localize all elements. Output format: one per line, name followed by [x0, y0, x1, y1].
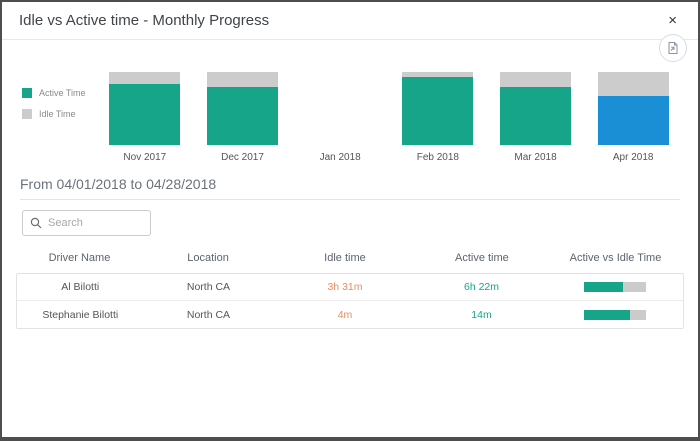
active-vs-idle-progress-bar [583, 282, 646, 292]
search-icon [30, 217, 42, 229]
stacked-bar[interactable] [305, 72, 376, 145]
location-cell: North CA [186, 308, 231, 321]
modal-header: Idle vs Active time - Monthly Progress × [2, 2, 698, 40]
month-label: Apr 2018 [612, 152, 654, 163]
month-label: Jan 2018 [319, 152, 361, 163]
idle-segment [109, 72, 181, 85]
chart-slot: Jan 2018 [291, 72, 389, 163]
legend-swatch-icon [22, 88, 32, 98]
chart-slot: Mar 2018 [487, 72, 585, 163]
column-header[interactable]: Idle time [324, 252, 366, 264]
legend-label: Active Time [39, 88, 86, 98]
stacked-bar[interactable] [402, 72, 474, 145]
idle-segment [207, 72, 278, 87]
progress-fill [583, 282, 624, 292]
column-header[interactable]: Active vs Idle Time [569, 252, 662, 264]
close-icon[interactable]: × [664, 11, 681, 30]
column-header[interactable]: Driver Name [48, 252, 111, 264]
drivers-table: Driver Name Location Idle time Active time A… [16, 246, 684, 329]
active-segment [500, 86, 572, 145]
column-header[interactable]: Active time [454, 252, 509, 264]
chart-slot: Dec 2017 [194, 72, 292, 163]
location-cell: North CA [186, 281, 231, 293]
legend-item: Idle Time [22, 109, 96, 119]
active-vs-idle-cell [546, 282, 683, 292]
table-row[interactable]: Stephanie Bilotti North CA 4m 14m [17, 301, 683, 328]
active-time-cell: 14m [471, 308, 492, 321]
idle-segment [402, 72, 474, 78]
idle-time-cell: 3h 31m [327, 281, 363, 293]
active-segment [402, 77, 474, 145]
legend-label: Idle Time [39, 109, 76, 119]
idle-segment [597, 72, 669, 97]
active-segment [207, 86, 278, 145]
export-button[interactable] [659, 34, 687, 62]
chart-slot: Apr 2018 [584, 72, 682, 163]
legend-item: Active Time [22, 88, 96, 98]
idle-segment [500, 72, 572, 87]
month-label: Feb 2018 [416, 152, 459, 163]
month-label: Mar 2018 [514, 152, 557, 163]
driver-name-cell: Al Bilotti [61, 281, 100, 293]
chart-slot: Nov 2017 [96, 72, 194, 163]
active-vs-idle-progress-bar [583, 309, 646, 320]
progress-fill [583, 309, 631, 320]
modal-title: Idle vs Active time - Monthly Progress [19, 12, 270, 29]
chart-bars: Nov 2017 Dec 2017 Jan 2018 Feb 2018 Mar 2018… [96, 72, 682, 163]
table-body: Al Bilotti North CA 3h 31m 6h 22m Stephanie … [16, 273, 684, 329]
stacked-bar[interactable] [500, 72, 572, 145]
legend-swatch-icon [22, 109, 32, 119]
active-segment [109, 84, 181, 145]
column-header[interactable]: Location [187, 252, 229, 264]
month-label: Dec 2017 [221, 152, 264, 163]
table-header-row: Driver Name Location Idle time Active time A… [16, 246, 684, 273]
active-vs-idle-cell [546, 309, 683, 320]
export-document-icon [666, 41, 680, 55]
stacked-bar-chart: Active Time Idle Time Nov 2017 Dec 2017 Jan… [2, 40, 698, 163]
search-box[interactable] [22, 210, 151, 236]
month-label: Nov 2017 [123, 152, 167, 163]
idle-time-cell: 4m [337, 308, 353, 321]
active-segment [597, 96, 669, 145]
driver-name-cell: Stephanie Bilotti [42, 308, 119, 321]
active-time-cell: 6h 22m [463, 281, 500, 293]
stacked-bar[interactable] [597, 72, 669, 145]
date-range-label: From 04/01/2018 to 04/28/2018 [20, 176, 680, 200]
table-row[interactable]: Al Bilotti North CA 3h 31m 6h 22m [17, 274, 683, 301]
search-input[interactable] [48, 217, 143, 229]
chart-legend: Active Time Idle Time [22, 72, 96, 163]
stacked-bar[interactable] [207, 72, 278, 145]
chart-slot: Feb 2018 [389, 72, 487, 163]
stacked-bar[interactable] [109, 72, 181, 145]
